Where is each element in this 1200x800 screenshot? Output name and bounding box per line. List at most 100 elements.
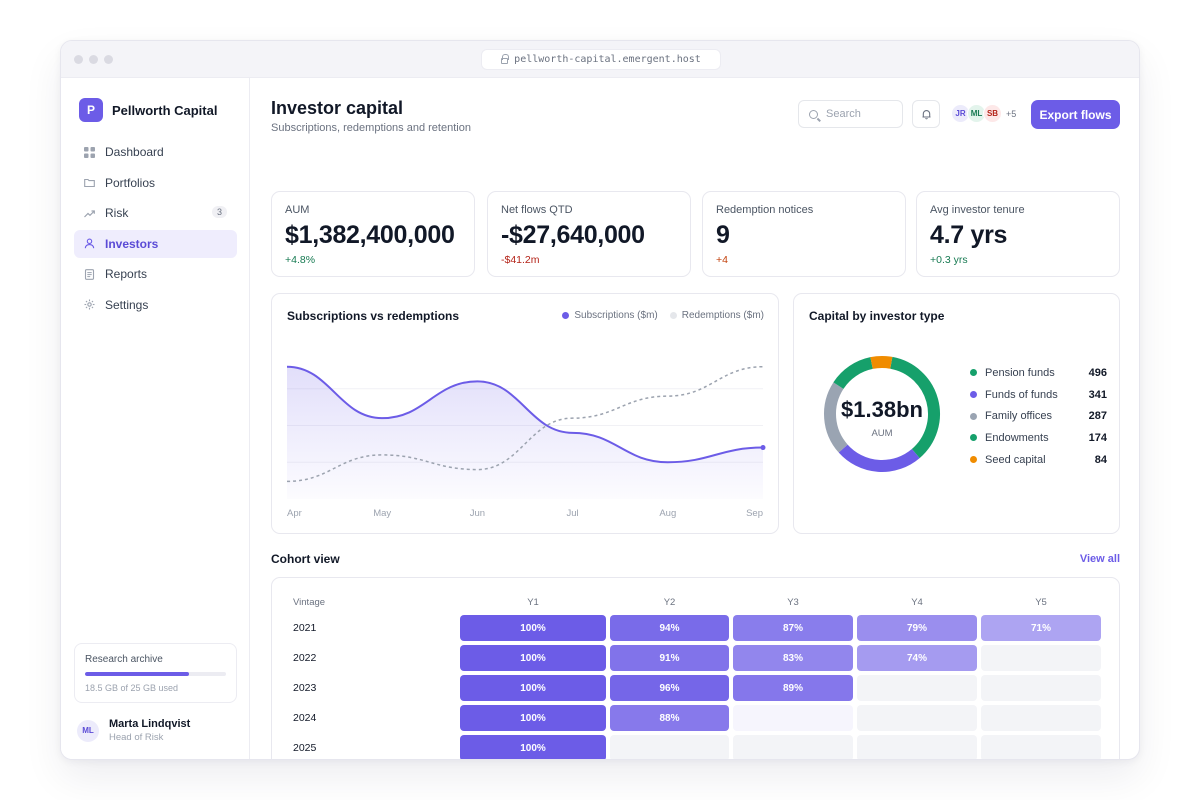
heatmap-cell[interactable]: 96%	[610, 675, 729, 701]
series-line-subscriptions	[286, 365, 764, 464]
heatmap-cell[interactable]: 71%	[981, 615, 1101, 641]
legend-label: Family offices	[985, 410, 1053, 423]
user-profile[interactable]: ML Marta Lindqvist Head of Risk	[77, 718, 190, 743]
heatmap-cell[interactable]: 89%	[733, 675, 853, 701]
legend-item[interactable]: Pension funds 496	[970, 362, 1107, 384]
heatmap-cell-empty[interactable]	[857, 675, 977, 701]
collaborator-avatars[interactable]: JR ML SB +5	[951, 104, 1016, 123]
sidebar-item-label: Reports	[105, 267, 148, 281]
sidebar-item-reports[interactable]: Reports	[74, 260, 237, 288]
page-subtitle: Subscriptions, redemptions and retention	[271, 122, 471, 134]
legend-swatch	[970, 456, 977, 464]
avatars-more-count: +5	[1006, 108, 1017, 119]
user-icon	[84, 238, 95, 249]
heatmap-cell[interactable]: 94%	[610, 615, 729, 641]
legend-item[interactable]: Family offices 287	[970, 405, 1107, 427]
archive-title: Research archive	[85, 654, 163, 665]
legend-item[interactable]: Seed capital 84	[970, 449, 1107, 471]
row-label: 2022	[293, 652, 317, 664]
search-input[interactable]: Search	[798, 100, 903, 128]
stat-label: AUM	[285, 204, 310, 216]
legend-swatch	[970, 391, 977, 399]
row-label: 2023	[293, 682, 317, 694]
legend-label: Seed capital	[985, 453, 1046, 466]
window-close-dot[interactable]	[74, 55, 83, 64]
sidebar-item-investors[interactable]: Investors	[74, 229, 237, 258]
notifications-button[interactable]	[912, 100, 940, 128]
heatmap-cell[interactable]: 83%	[733, 645, 853, 671]
sidebar-item-risk[interactable]: Risk 3	[74, 199, 237, 227]
line-chart: Apr May Jun Jul Aug Sep	[286, 365, 766, 519]
heatmap-cell-empty[interactable]	[857, 705, 977, 731]
heatmap-cell[interactable]: 100%	[460, 645, 606, 671]
window-maximize-dot[interactable]	[104, 55, 113, 64]
stat-value: $1,382,400,000	[285, 221, 455, 249]
donut-slice-funds-of-funds[interactable]	[838, 444, 920, 472]
stat-card-net-flows: Net flows QTD -$27,640,000 -$41.2m	[487, 191, 691, 277]
legend-label: Endowments	[985, 431, 1049, 444]
brand[interactable]: P Pellworth Capital	[79, 98, 217, 122]
investor-type-card: Capital by investor type $1.38bn AUM Pens…	[793, 293, 1120, 534]
data-point	[760, 445, 766, 451]
column-header: Y1	[527, 597, 539, 608]
stat-label: Net flows QTD	[501, 204, 573, 216]
page-title: Investor capital	[271, 98, 404, 118]
legend-item[interactable]: Funds of funds 341	[970, 384, 1107, 406]
export-flows-button[interactable]: Export flows	[1031, 100, 1120, 129]
bell-icon	[922, 109, 930, 119]
avatar: SB	[983, 104, 1002, 123]
donut-slice-seed-capital[interactable]	[870, 356, 893, 369]
legend-swatch	[970, 434, 977, 442]
heatmap-cell-empty[interactable]	[610, 735, 729, 759]
user-name: Marta Lindqvist	[109, 718, 191, 730]
sidebar-item-label: Portfolios	[105, 175, 156, 190]
heatmap-cell[interactable]: 100%	[460, 615, 606, 641]
heatmap-cell-empty[interactable]	[857, 735, 977, 759]
series-line-redemptions	[286, 365, 764, 483]
chart-legend: Subscriptions ($m) Redemptions ($m)	[562, 310, 764, 321]
donut-chart: $1.38bn AUM	[824, 356, 940, 472]
heatmap-cell-empty[interactable]	[981, 645, 1101, 671]
heatmap-cell[interactable]: 79%	[857, 615, 977, 641]
legend-value: 287	[1088, 410, 1107, 423]
heatmap-cell[interactable]: 100%	[460, 675, 606, 701]
view-all-link[interactable]: View all	[1079, 553, 1120, 565]
sidebar-item-dashboard[interactable]: Dashboard	[74, 138, 237, 166]
donut-center-value: $1.38bn	[841, 397, 923, 422]
heatmap-cell-empty[interactable]	[733, 705, 853, 731]
heatmap-cell[interactable]: 88%	[610, 705, 729, 731]
window-minimize-dot[interactable]	[89, 55, 98, 64]
heatmap-cell[interactable]: 91%	[610, 645, 729, 671]
donut-slice-endowments[interactable]	[833, 357, 874, 390]
heatmap-cell-empty[interactable]	[733, 735, 853, 759]
donut-slice-pension-funds[interactable]	[890, 356, 940, 459]
donut-slice-family-offices[interactable]	[824, 382, 848, 453]
browser-window: pellworth-capital.emergent.host P Pellwo…	[60, 40, 1140, 760]
legend-label: Funds of funds	[985, 388, 1058, 401]
legend-item[interactable]: Endowments 174	[970, 427, 1107, 449]
heatmap-cell[interactable]: 74%	[857, 645, 977, 671]
stat-delta: +0.3 yrs	[930, 254, 968, 266]
series-area	[287, 366, 763, 499]
row-label: 2024	[293, 712, 317, 724]
x-tick-label: Sep	[746, 508, 763, 519]
legend-item[interactable]: Subscriptions ($m)	[562, 310, 658, 321]
main-content: Investor capital Subscriptions, redempti…	[251, 78, 1139, 759]
legend-item[interactable]: Redemptions ($m)	[669, 310, 764, 321]
address-bar[interactable]: pellworth-capital.emergent.host	[481, 49, 721, 70]
legend-label: Pension funds	[985, 366, 1055, 379]
legend-swatch	[562, 312, 570, 319]
legend-swatch	[669, 312, 677, 319]
sidebar-item-label: Investors	[105, 236, 159, 251]
sidebar-item-portfolios[interactable]: Portfolios	[74, 169, 237, 197]
heatmap-cell-empty[interactable]	[981, 735, 1101, 759]
grid-icon	[84, 146, 95, 158]
heatmap-cell[interactable]: 100%	[460, 735, 606, 759]
heatmap-cell[interactable]: 100%	[460, 705, 606, 731]
legend-value: 341	[1088, 388, 1107, 401]
heatmap-cell[interactable]: 87%	[733, 615, 853, 641]
sidebar-item-settings[interactable]: Settings	[74, 291, 237, 319]
column-header: Y3	[787, 597, 799, 608]
heatmap-cell-empty[interactable]	[981, 675, 1101, 701]
heatmap-cell-empty[interactable]	[981, 705, 1101, 731]
